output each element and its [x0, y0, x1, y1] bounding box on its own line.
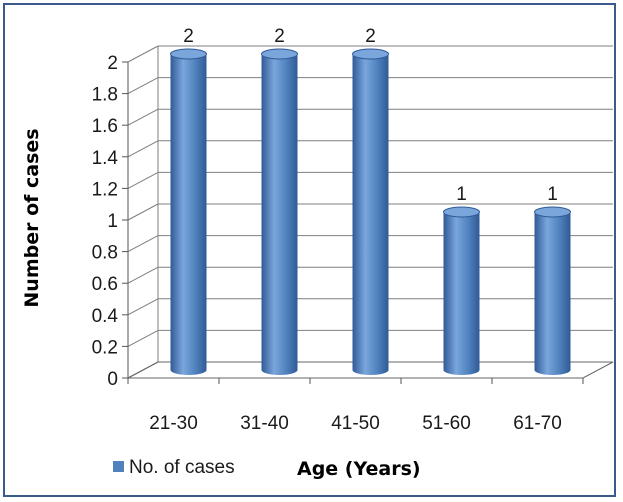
bar-top	[171, 49, 207, 59]
data-label: 1	[456, 184, 467, 205]
y-tick-label: 1.6	[92, 116, 118, 137]
x-tick-label: 61-70	[513, 413, 562, 434]
bar-top	[262, 49, 298, 59]
gridline-side	[128, 141, 158, 157]
bar-top	[444, 207, 480, 217]
x-tick-label: 41-50	[331, 413, 380, 434]
gridline-side	[128, 46, 158, 62]
y-tick-label: 1.8	[92, 85, 118, 106]
y-tick-label: 0.6	[92, 274, 118, 295]
bar	[535, 207, 571, 375]
y-tick-label: 0.2	[92, 337, 118, 358]
y-tick-label: 1.2	[92, 179, 118, 200]
gridline-side	[128, 299, 158, 315]
gridline-side	[128, 330, 158, 346]
bar-body	[444, 212, 480, 375]
y-tick-label: 1	[107, 211, 118, 232]
legend-swatch	[113, 461, 124, 472]
x-tick-label: 51-60	[422, 413, 471, 434]
x-tick-label: 31-40	[240, 413, 289, 434]
bar-body	[262, 54, 298, 375]
y-tick-labels: 0 0.2 0.4 0.6 0.8 1 1.2 1.4 1.6 1.8 2	[92, 53, 119, 390]
data-label: 2	[274, 26, 285, 47]
gridline-side	[128, 172, 158, 188]
x-tick-labels: 21-30 31-40 41-50 51-60 61-70	[149, 413, 562, 434]
gridline-side	[128, 204, 158, 220]
data-label: 2	[365, 26, 376, 47]
bar	[444, 207, 480, 375]
gridline-side	[128, 109, 158, 125]
y-axis-title: Number of cases	[21, 128, 43, 307]
y-tick-label: 2	[107, 53, 118, 74]
data-label: 2	[183, 26, 194, 47]
bar-top	[353, 49, 389, 59]
y-tick-label: 0.4	[92, 306, 119, 327]
x-axis-title: Age (Years)	[297, 458, 421, 480]
gridline-side	[128, 78, 158, 94]
data-label: 1	[547, 184, 558, 205]
y-tick-label: 1.4	[92, 148, 119, 169]
legend-label: No. of cases	[129, 457, 235, 478]
bars	[171, 49, 571, 375]
gridline-side	[128, 267, 158, 283]
y-tick-label: 0	[107, 369, 118, 390]
bar	[353, 49, 389, 375]
x-tick-label: 21-30	[149, 413, 198, 434]
gridline-side	[128, 236, 158, 252]
bar-body	[353, 54, 389, 375]
bar-body	[171, 54, 207, 375]
bar	[171, 49, 207, 375]
bar	[262, 49, 298, 375]
y-tick-label: 0.8	[92, 243, 118, 264]
bar-body	[535, 212, 571, 375]
bar-top	[535, 207, 571, 217]
